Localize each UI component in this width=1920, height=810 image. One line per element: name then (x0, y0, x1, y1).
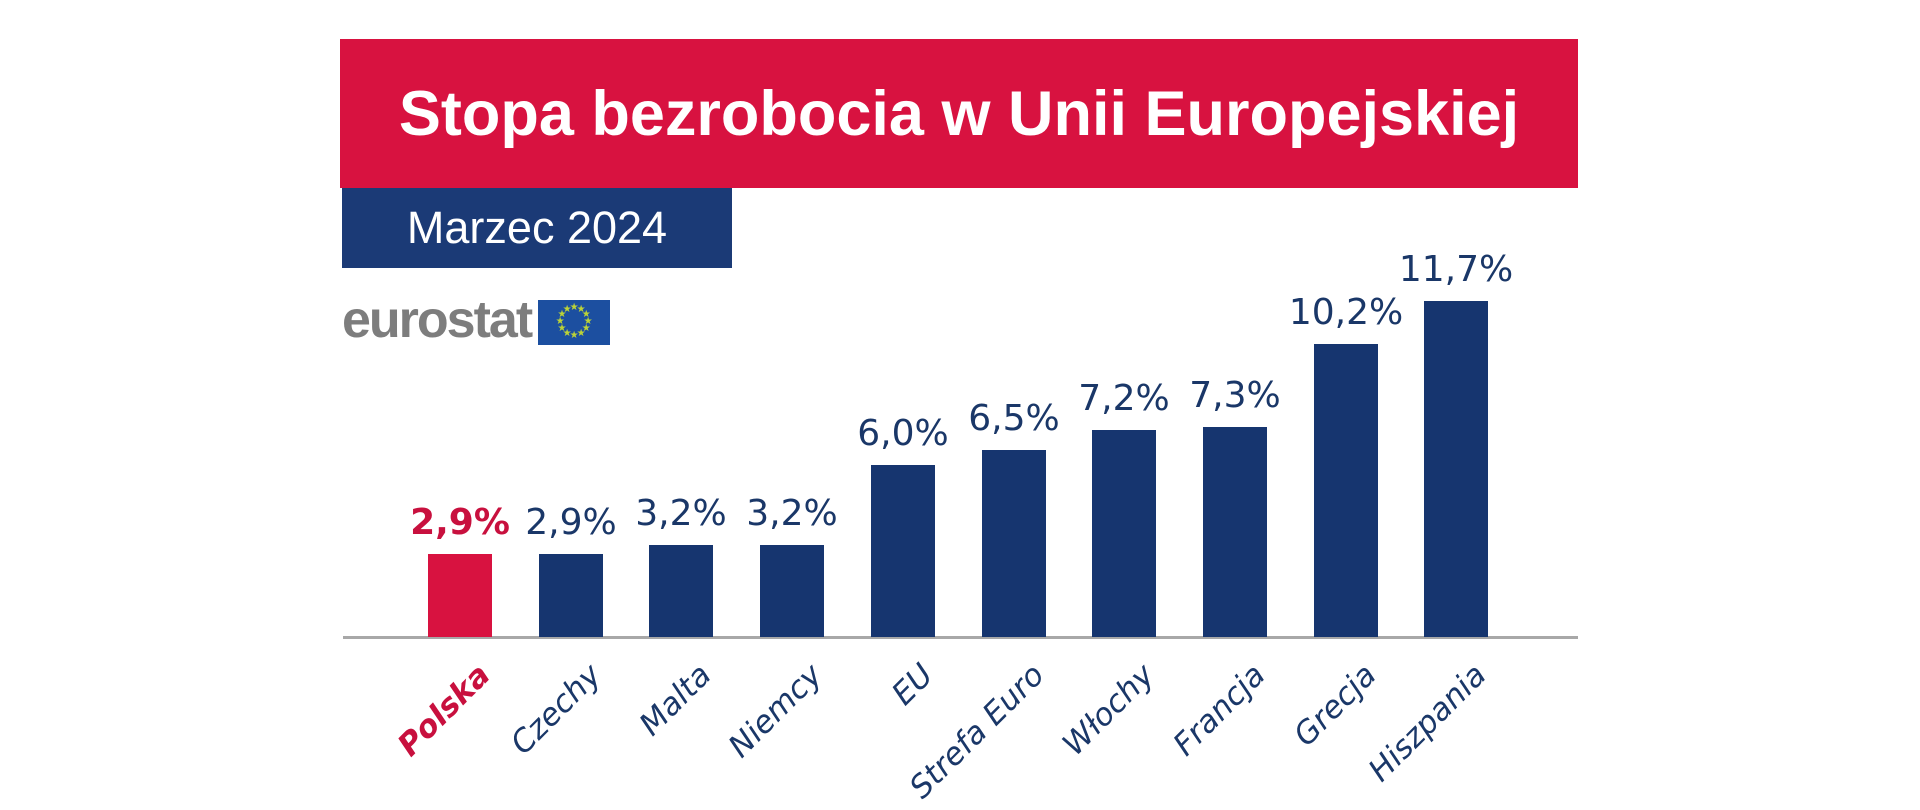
bar-value-label: 11,7% (1398, 249, 1514, 290)
eu-flag-star: ★ (583, 316, 593, 327)
bar-value-label: 7,3% (1189, 375, 1281, 416)
bar-value-label: 6,5% (968, 398, 1060, 439)
eu-flag-star: ★ (557, 323, 567, 334)
bar (1203, 427, 1267, 637)
eu-flag-star: ★ (576, 328, 586, 340)
eu-flag-star: ★ (581, 309, 591, 320)
bar (539, 554, 603, 637)
bar-value-label: 3,2% (746, 493, 838, 534)
eu-flag-icon: ★ ★ ★ ★ ★ ★ ★ ★ ★ ★ ★ ★ (538, 299, 611, 345)
x-axis-line (343, 636, 1578, 639)
bar-value-label: 7,2% (1078, 378, 1170, 419)
eu-flag-star: ★ (557, 309, 567, 320)
title-banner: Stopa bezrobocia w Unii Europejskiej (340, 39, 1578, 188)
bar (428, 554, 492, 637)
eu-flag-star: ★ (569, 302, 579, 313)
bar (1314, 344, 1378, 637)
period-banner: Marzec 2024 (342, 188, 732, 268)
bar (649, 545, 713, 637)
bar-value-label: 3,2% (635, 493, 727, 534)
bar-value-label: 6,0% (857, 413, 949, 454)
eu-flag-star: ★ (562, 328, 572, 340)
bar (1424, 301, 1488, 637)
bar-value-label: 10,2% (1288, 292, 1404, 333)
eu-flag-star: ★ (581, 323, 591, 334)
bar (982, 450, 1046, 637)
eurostat-wordmark: eurostat (342, 291, 533, 349)
eurostat-logo: eurostat ★ ★ ★ ★ ★ ★ ★ ★ ★ ★ ★ ★ (342, 291, 611, 350)
bar (871, 465, 935, 637)
bar (760, 545, 824, 637)
eu-flag-star: ★ (555, 316, 565, 327)
page-title: Stopa bezrobocia w Unii Europejskiej (398, 78, 1520, 149)
eu-flag-star: ★ (569, 330, 579, 341)
eu-flag-star: ★ (562, 303, 572, 315)
bar (1092, 430, 1156, 637)
period-label: Marzec 2024 (406, 202, 668, 253)
eu-flag-star: ★ (576, 303, 586, 315)
bar-value-label: 2,9% (525, 502, 617, 543)
bar-value-label: 2,9% (410, 502, 510, 543)
